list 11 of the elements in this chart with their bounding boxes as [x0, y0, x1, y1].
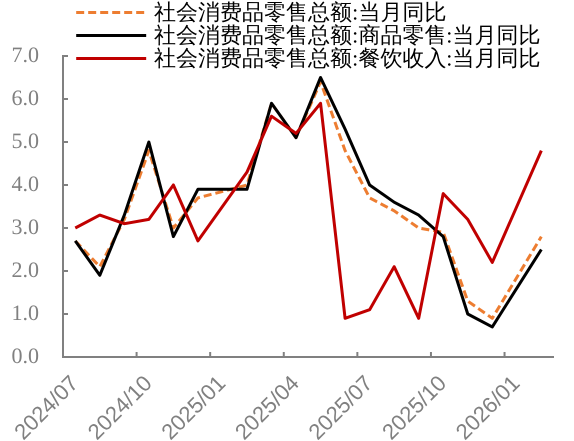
y-tick-label: 5.0 [12, 128, 39, 153]
y-tick-label: 2.0 [12, 256, 39, 282]
y-tick-label: 4.0 [12, 170, 39, 196]
y-tick-label: 1.0 [12, 300, 39, 325]
y-tick-label: 0.0 [12, 342, 39, 368]
legend-label: 社会消费品零售总额:餐饮收入:当月同比 [154, 45, 540, 70]
y-tick-label: 3.0 [12, 214, 39, 239]
y-tick-label: 7.0 [12, 42, 39, 67]
y-tick-label: 6.0 [12, 84, 39, 110]
legend-label: 社会消费品零售总额:商品零售:当月同比 [154, 22, 540, 48]
legend-label: 社会消费品零售总额:当月同比 [154, 0, 446, 24]
